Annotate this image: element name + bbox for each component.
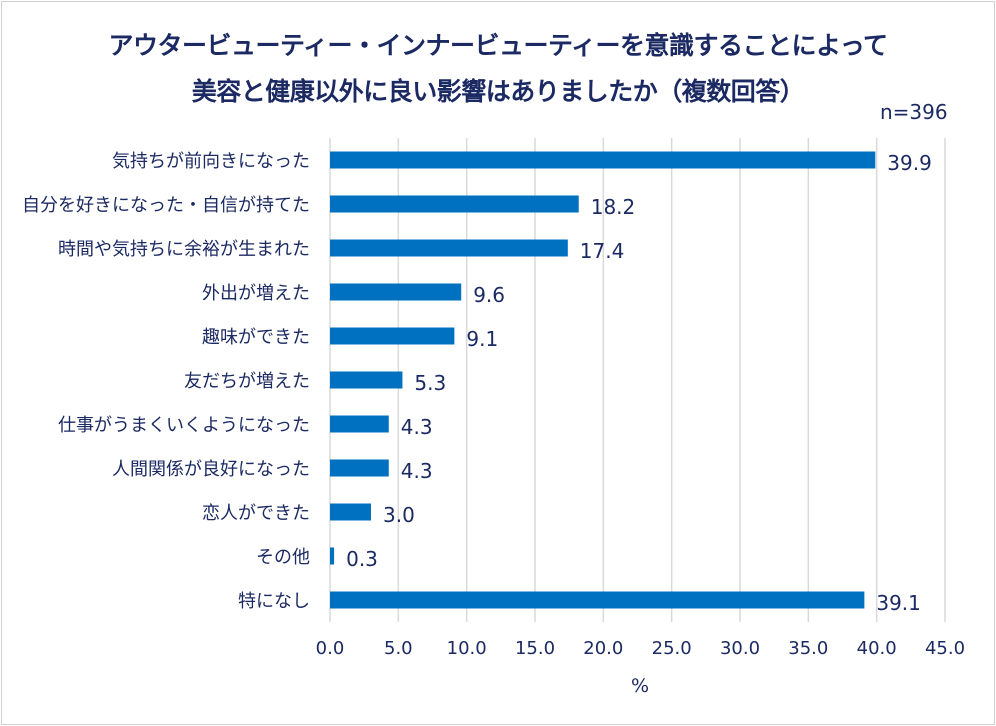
category-label: 友だちが増えた bbox=[184, 371, 310, 392]
sample-size-label: n=396 bbox=[880, 100, 948, 124]
data-label: 18.2 bbox=[591, 195, 636, 219]
bar bbox=[330, 547, 335, 565]
category-label: 趣味ができた bbox=[202, 327, 310, 348]
category-label: 人間関係が良好になった bbox=[112, 459, 310, 480]
x-axis-label: % bbox=[631, 675, 649, 697]
data-label: 39.1 bbox=[876, 591, 921, 615]
x-tick-label: 0.0 bbox=[316, 638, 345, 659]
data-label: 5.3 bbox=[414, 371, 446, 395]
x-tick-label: 10.0 bbox=[447, 638, 487, 659]
category-label: 気持ちが前向きになった bbox=[112, 151, 310, 172]
x-tick-label: 25.0 bbox=[652, 638, 692, 659]
x-tick-label: 35.0 bbox=[788, 638, 828, 659]
x-tick-label: 40.0 bbox=[857, 638, 897, 659]
bar bbox=[330, 371, 403, 389]
bar bbox=[330, 327, 455, 345]
data-label: 17.4 bbox=[580, 239, 625, 263]
bar bbox=[330, 239, 568, 257]
bar bbox=[330, 459, 389, 477]
x-tick-label: 20.0 bbox=[583, 638, 623, 659]
category-label: 特になし bbox=[238, 591, 310, 612]
bar bbox=[330, 591, 865, 609]
data-label: 3.0 bbox=[383, 503, 415, 527]
data-label: 4.3 bbox=[401, 415, 433, 439]
bar bbox=[330, 151, 876, 169]
category-label: 恋人ができた bbox=[202, 502, 310, 524]
x-tick-label: 45.0 bbox=[925, 638, 965, 659]
chart-title-line-2: 美容と健康以外に良い影響はありましたか（複数回答） bbox=[191, 77, 805, 106]
x-tick-label: 15.0 bbox=[515, 638, 555, 659]
category-label: 時間や気持ちに余裕が生まれた bbox=[58, 239, 310, 260]
x-tick-label: 30.0 bbox=[720, 638, 760, 659]
category-label: 外出が増えた bbox=[202, 283, 310, 304]
data-label: 4.3 bbox=[401, 459, 433, 483]
category-label: 仕事がうまくいくようになった bbox=[58, 415, 310, 436]
chart-title-line-1: アウタービューティー・インナービューティーを意識することによって bbox=[108, 31, 888, 60]
data-label: 9.6 bbox=[473, 283, 505, 307]
bar bbox=[330, 415, 389, 433]
bar bbox=[330, 503, 371, 521]
bar bbox=[330, 195, 579, 213]
data-label: 9.1 bbox=[466, 327, 498, 351]
category-label: その他 bbox=[256, 547, 310, 568]
bar bbox=[330, 283, 462, 301]
x-tick-label: 5.0 bbox=[384, 638, 413, 659]
category-label: 自分を好きになった・自信が持てた bbox=[22, 195, 310, 216]
data-label: 39.9 bbox=[887, 151, 932, 175]
data-label: 0.3 bbox=[346, 547, 378, 571]
